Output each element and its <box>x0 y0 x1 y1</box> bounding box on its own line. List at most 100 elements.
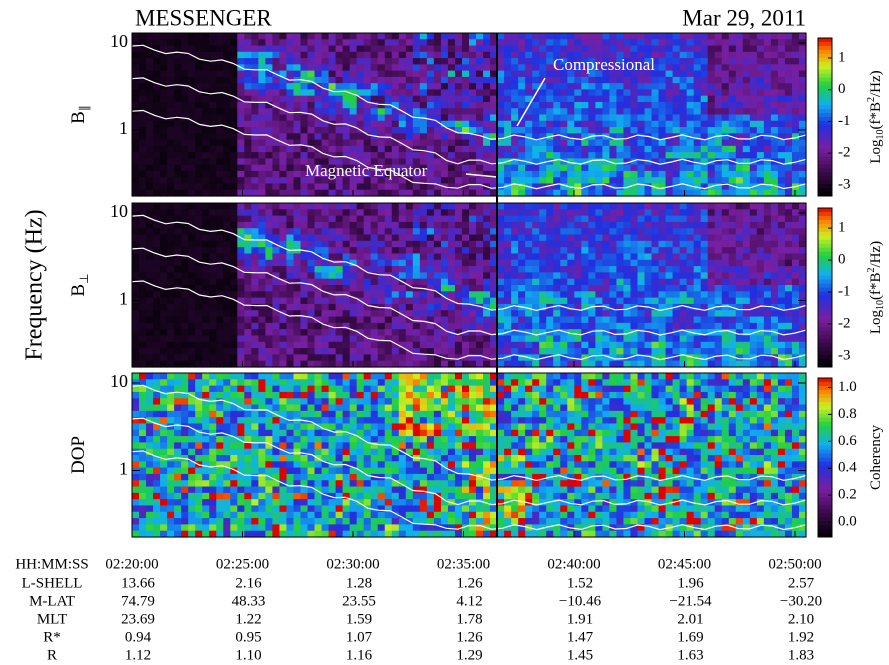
spectrogram-cell <box>132 310 140 317</box>
spectrogram-cell <box>694 102 702 109</box>
spectrogram-cell <box>588 323 596 330</box>
spectrogram-cell <box>181 317 189 324</box>
spectrogram-cell <box>729 323 737 330</box>
spectrogram-cell <box>336 46 344 53</box>
spectrogram-cell <box>476 279 484 286</box>
spectrogram-cell <box>581 272 589 279</box>
spectrogram-cell <box>694 285 702 292</box>
spectrogram-cell <box>167 108 175 115</box>
spectrogram-cell <box>315 291 323 298</box>
spectrogram-cell <box>371 247 379 254</box>
spectrogram-cell <box>279 33 287 40</box>
spectrogram-cell <box>504 127 512 134</box>
spectrogram-cell <box>743 46 751 53</box>
spectrogram-cell <box>301 260 309 267</box>
spectrogram-cell <box>441 83 449 90</box>
spectrogram-cell <box>652 146 660 153</box>
spectrogram-cell <box>574 266 582 273</box>
spectrogram-cell <box>574 165 582 172</box>
spectrogram-cell <box>546 146 554 153</box>
spectrogram-cell <box>673 33 681 40</box>
spectrogram-cell <box>511 152 519 159</box>
spectrogram-cell <box>406 266 414 273</box>
spectrogram-cell <box>525 121 533 128</box>
spectrogram-cell <box>392 77 400 84</box>
spectrogram-cell <box>792 83 800 90</box>
spectrogram-cell <box>743 89 751 96</box>
spectrogram-cell <box>764 222 772 229</box>
spectrogram-cell <box>329 209 337 216</box>
spectrogram-cell <box>441 102 449 109</box>
spectrogram-cell <box>329 241 337 248</box>
spectrogram-cell <box>174 121 182 128</box>
spectrogram-cell <box>666 115 674 122</box>
spectrogram-cell <box>539 279 547 286</box>
spectrogram-cell <box>687 279 695 286</box>
spectrogram-cell <box>750 58 758 65</box>
spectrogram-cell <box>588 146 596 153</box>
colorbar-step <box>818 113 832 117</box>
spectrogram-cell <box>146 228 154 235</box>
spectrogram-cell <box>209 222 217 229</box>
spectrogram-cell <box>174 323 182 330</box>
spectrogram-cell <box>209 348 217 355</box>
spectrogram-cell <box>680 77 688 84</box>
spectrogram-cell <box>434 158 442 165</box>
spectrogram-cell <box>764 146 772 153</box>
spectrogram-cell <box>504 222 512 229</box>
spectrogram-cell <box>694 253 702 260</box>
spectrogram-cell <box>160 279 168 286</box>
spectrogram-cell <box>293 71 301 78</box>
spectrogram-cell <box>293 158 301 165</box>
spectrogram-cell <box>680 58 688 65</box>
spectrogram-cell <box>455 203 463 210</box>
spectrogram-cell <box>329 335 337 342</box>
spectrogram-cell <box>258 298 266 305</box>
spectrogram-cell <box>722 279 730 286</box>
spectrogram-cell <box>757 115 765 122</box>
spectrogram-cell <box>736 39 744 46</box>
spectrogram-cell <box>329 235 337 242</box>
spectrogram-cell <box>392 203 400 210</box>
spectrogram-cell <box>645 83 653 90</box>
spectrogram-cell <box>729 152 737 159</box>
spectrogram-cell <box>743 342 751 349</box>
spectrogram-cell <box>385 127 393 134</box>
spectrogram-cell <box>209 247 217 254</box>
spectrogram-cell <box>792 165 800 172</box>
spectrogram-cell <box>518 46 526 53</box>
spectrogram-cell <box>434 146 442 153</box>
spectrogram-cell <box>729 146 737 153</box>
spectrogram-cell <box>588 115 596 122</box>
spectrogram-cell <box>750 317 758 324</box>
spectrogram-cell <box>560 348 568 355</box>
spectrogram-cell <box>602 235 610 242</box>
spectrogram-cell <box>251 71 259 78</box>
spectrogram-cell <box>392 152 400 159</box>
spectrogram-cell <box>497 203 505 210</box>
spectrogram-cell <box>216 140 224 147</box>
spectrogram-cell <box>743 247 751 254</box>
spectrogram-cell <box>223 317 231 324</box>
spectrogram-cell <box>153 348 161 355</box>
spectrogram-cell <box>244 39 252 46</box>
spectrogram-cell <box>265 285 273 292</box>
spectrogram-cell <box>504 260 512 267</box>
spectrogram-cell <box>146 304 154 311</box>
spectrogram-cell <box>799 46 807 53</box>
spectrogram-cell <box>792 177 800 184</box>
spectrogram-cell <box>139 323 147 330</box>
spectrogram-cell <box>174 279 182 286</box>
colorbar-step <box>818 157 832 161</box>
spectrogram-cell <box>343 64 351 71</box>
spectrogram-cell <box>701 171 709 178</box>
spectrogram-cell <box>237 152 245 159</box>
spectrogram-cell <box>595 323 603 330</box>
spectrogram-cell <box>525 64 533 71</box>
spectrogram-cell <box>757 39 765 46</box>
spectrogram-cell <box>153 329 161 336</box>
spectrogram-cell <box>364 121 372 128</box>
spectrogram-cell <box>581 247 589 254</box>
spectrogram-cell <box>244 241 252 248</box>
colorbar-tick-label: 0 <box>838 81 846 97</box>
